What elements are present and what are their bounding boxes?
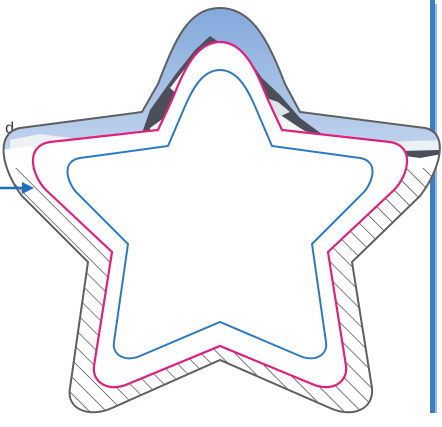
edge-bar-shadow <box>435 4 437 413</box>
bleed-label: d <box>0 118 14 140</box>
pointer-arrow-icon <box>0 182 34 194</box>
cut-outline <box>2 6 441 414</box>
bleed-label-text: d <box>5 120 14 137</box>
safe-line <box>66 68 374 360</box>
edge-bar <box>430 0 435 413</box>
